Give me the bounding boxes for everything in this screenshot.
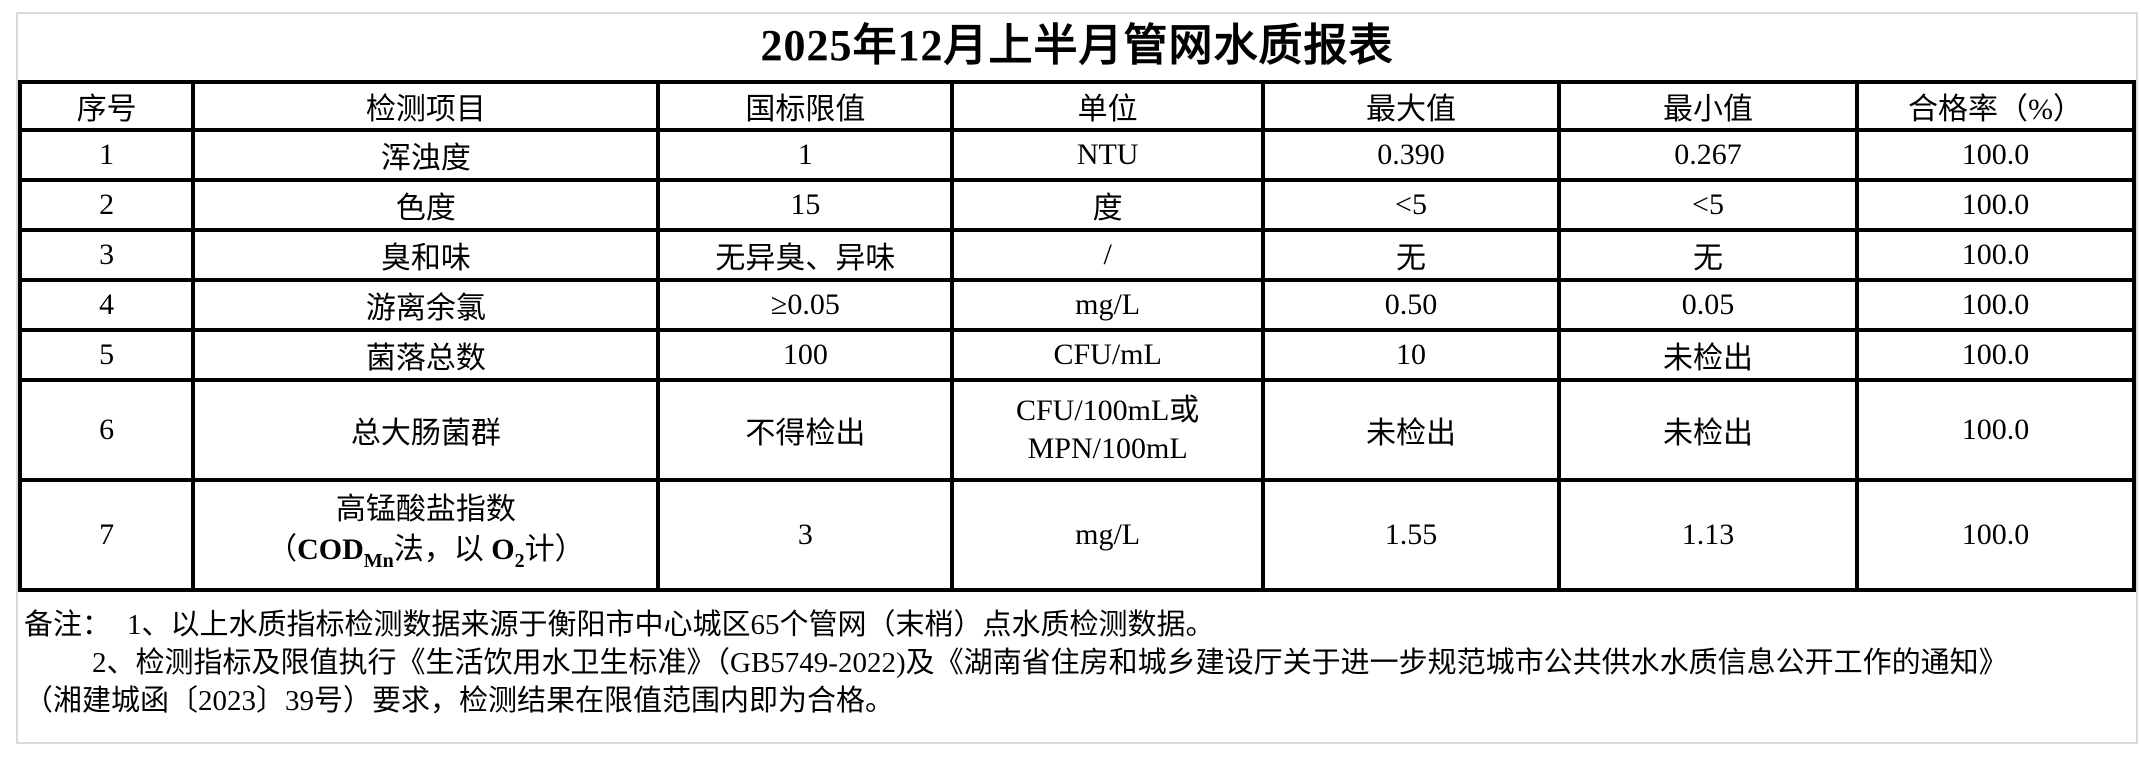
cell-min: 未检出	[1556, 378, 1860, 482]
cell-max: 0.50	[1261, 278, 1561, 332]
col-header-unit: 单位	[950, 80, 1266, 132]
note-line-2: 2、检测指标及限值执行《生活饮用水卫生标准》（GB5749-2022)及《湖南省…	[24, 644, 2130, 682]
report-title: 2025年12月上半月管网水质报表	[760, 21, 1394, 70]
cell-no: 1	[17, 128, 196, 182]
table-row: 7 高锰酸盐指数 （CODMn法，以 O2计） 3 mg/L 1.55 1.13…	[17, 478, 2136, 592]
item-mid-text: 法，以	[393, 532, 492, 566]
cell-limit: 15	[656, 178, 955, 232]
cell-no: 3	[17, 228, 196, 282]
item-paren-open: （	[267, 532, 298, 566]
col-header-pass-rate: 合格率（%）	[1855, 80, 2136, 132]
cell-limit: 不得检出	[656, 378, 955, 482]
table-row: 6 总大肠菌群 不得检出 CFU/100mL或 MPN/100mL 未检出 未检…	[17, 378, 2136, 482]
cell-no: 2	[17, 178, 196, 232]
item-cod-subscript: Mn	[363, 549, 394, 572]
cell-max: 未检出	[1261, 378, 1561, 482]
cell-max: <5	[1261, 178, 1561, 232]
cell-item: 高锰酸盐指数 （CODMn法，以 O2计）	[191, 478, 661, 592]
cell-unit: CFU/mL	[950, 328, 1266, 382]
cell-pass-rate: 100.0	[1855, 278, 2136, 332]
cell-item: 浑浊度	[191, 128, 661, 182]
table-row: 4 游离余氯 ≥0.05 mg/L 0.50 0.05 100.0	[17, 278, 2136, 332]
col-header-item: 检测项目	[191, 80, 661, 132]
cell-max: 0.390	[1261, 128, 1561, 182]
cell-no: 7	[17, 478, 196, 592]
cell-item: 臭和味	[191, 228, 661, 282]
cell-limit: 3	[656, 478, 955, 592]
cell-item: 游离余氯	[191, 278, 661, 332]
cell-pass-rate: 100.0	[1855, 178, 2136, 232]
cell-pass-rate: 100.0	[1855, 328, 2136, 382]
notes-section: 备注： 1、以上水质指标检测数据来源于衡阳市中心城区65个管网（末梢）点水质检测数…	[18, 592, 2136, 720]
cell-no: 6	[17, 378, 196, 482]
notes-label: 备注：	[24, 609, 112, 641]
col-header-limit: 国标限值	[656, 80, 955, 132]
note-2-text: 2、检测指标及限值执行《生活饮用水卫生标准》（GB5749-2022)及《湖南省…	[92, 647, 2008, 679]
cell-max: 无	[1261, 228, 1561, 282]
cell-min: 无	[1556, 228, 1860, 282]
cell-unit: NTU	[950, 128, 1266, 182]
cell-item: 色度	[191, 178, 661, 232]
cell-item: 总大肠菌群	[191, 378, 661, 482]
cell-no: 4	[17, 278, 196, 332]
cell-min: 0.267	[1556, 128, 1860, 182]
item-paren-close: 计）	[524, 532, 585, 566]
cell-max: 10	[1261, 328, 1561, 382]
note-line-3: （湘建城函〔2023〕39号）要求，检测结果在限值范围内即为合格。	[24, 682, 2130, 720]
cell-min: <5	[1556, 178, 1860, 232]
item-line-2: （CODMn法，以 O2计）	[199, 530, 652, 581]
cell-min: 1.13	[1556, 478, 1860, 592]
cell-limit: 无异臭、异味	[656, 228, 955, 282]
unit-line-2: MPN/100mL	[1027, 432, 1188, 465]
col-header-min: 最小值	[1556, 80, 1860, 132]
cell-no: 5	[17, 328, 196, 382]
cell-pass-rate: 100.0	[1855, 128, 2136, 182]
note-line-1: 备注： 1、以上水质指标检测数据来源于衡阳市中心城区65个管网（末梢）点水质检测数…	[24, 606, 2130, 644]
table-row: 1 浑浊度 1 NTU 0.390 0.267 100.0	[17, 128, 2136, 182]
cell-min: 未检出	[1556, 328, 1860, 382]
cell-unit: /	[950, 228, 1266, 282]
table-row: 2 色度 15 度 <5 <5 100.0	[17, 178, 2136, 232]
note-1-text: 1、以上水质指标检测数据来源于衡阳市中心城区65个管网（末梢）点水质检测数据。	[127, 609, 1215, 641]
cell-max: 1.55	[1261, 478, 1561, 592]
table-row: 3 臭和味 无异臭、异味 / 无 无 100.0	[17, 228, 2136, 282]
col-header-no: 序号	[17, 80, 196, 132]
cell-unit: mg/L	[950, 278, 1266, 332]
cell-limit: 1	[656, 128, 955, 182]
report-sheet: 2025年12月上半月管网水质报表 序号 检测项目 国标限值 单位 最大值 最小…	[16, 12, 2138, 744]
item-cod: COD	[297, 532, 364, 566]
item-oxygen-subscript: 2	[514, 549, 525, 572]
item-line-1: 高锰酸盐指数	[335, 492, 516, 526]
cell-limit: 100	[656, 328, 955, 382]
item-oxygen: O	[491, 532, 515, 566]
cell-unit: CFU/100mL或 MPN/100mL	[950, 378, 1266, 482]
cell-limit: ≥0.05	[656, 278, 955, 332]
table-row: 5 菌落总数 100 CFU/mL 10 未检出 100.0	[17, 328, 2136, 382]
cell-min: 0.05	[1556, 278, 1860, 332]
cell-item: 菌落总数	[191, 328, 661, 382]
cell-pass-rate: 100.0	[1855, 378, 2136, 482]
cell-pass-rate: 100.0	[1855, 228, 2136, 282]
cell-unit: mg/L	[950, 478, 1266, 592]
cell-unit: 度	[950, 178, 1266, 232]
note-2-continued-text: （湘建城函〔2023〕39号）要求，检测结果在限值范围内即为合格。	[24, 685, 895, 717]
water-quality-table: 序号 检测项目 国标限值 单位 最大值 最小值 合格率（%） 1 浑浊度 1 N…	[17, 80, 2136, 592]
cell-pass-rate: 100.0	[1855, 478, 2136, 592]
unit-line-1: CFU/100mL或	[1015, 394, 1200, 427]
col-header-max: 最大值	[1261, 80, 1561, 132]
header-row: 序号 检测项目 国标限值 单位 最大值 最小值 合格率（%）	[17, 80, 2136, 132]
